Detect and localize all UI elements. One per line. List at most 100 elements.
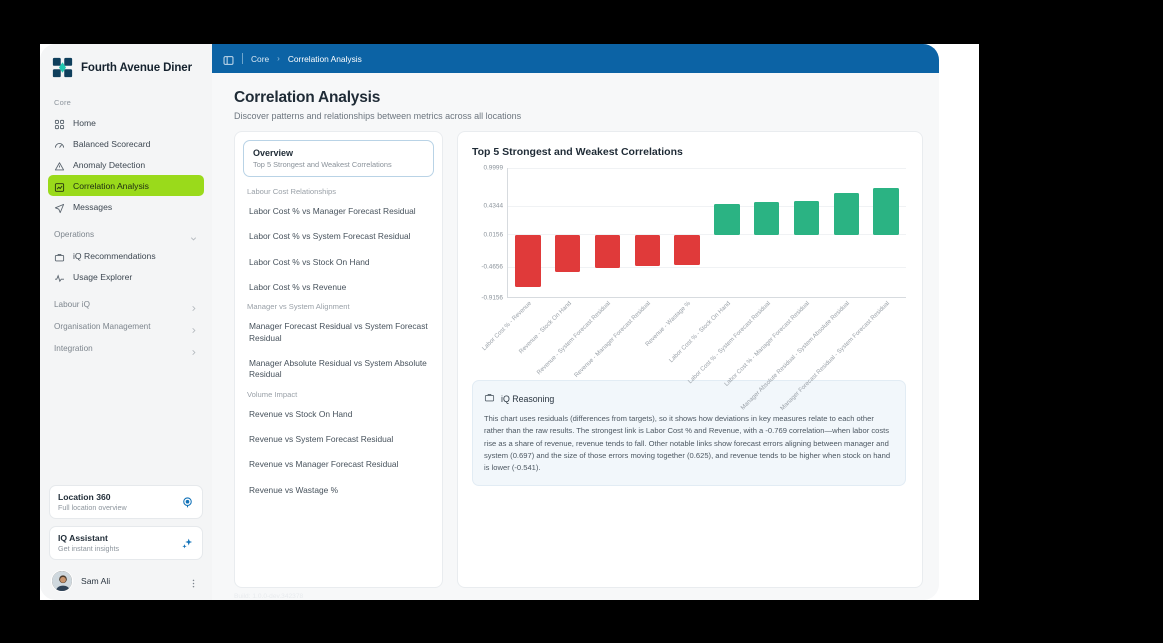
- x-label-slot: Revenue - System Forecast Residual: [536, 298, 628, 376]
- sidebar-section-organisation-management[interactable]: Organisation Management: [48, 315, 204, 337]
- warning-triangle-icon: [54, 159, 65, 171]
- chart-bar[interactable]: [634, 235, 661, 266]
- sidebar-item-label: Home: [73, 117, 96, 128]
- brand[interactable]: Fourth Avenue Diner: [40, 44, 212, 89]
- location-360-card[interactable]: Location 360 Full location overview: [49, 485, 203, 519]
- sidebar-section-integration[interactable]: Integration: [48, 337, 204, 359]
- sidebar-item-label: Correlation Analysis: [73, 180, 149, 191]
- chevron-right-icon: [189, 344, 198, 355]
- overview-title: Overview: [253, 148, 294, 158]
- nav-group-operations[interactable]: Operations: [48, 223, 204, 245]
- plot-area: 0.9999 0.4344 0.0156 -0.4656 -0.9156: [472, 165, 906, 302]
- chart-title: Top 5 Strongest and Weakest Correlations: [472, 146, 683, 158]
- bar-slot: [747, 168, 787, 297]
- briefcase-icon: [54, 250, 65, 262]
- sidebar-item-iq-recommendations[interactable]: iQ Recommendations: [48, 245, 204, 266]
- list-item[interactable]: Manager Absolute Residual vs System Abso…: [249, 358, 427, 380]
- chart-bar[interactable]: [714, 203, 740, 236]
- sidebar-item-anomaly-detection[interactable]: Anomaly Detection: [48, 154, 204, 175]
- chart-bar[interactable]: [594, 235, 621, 268]
- list-item[interactable]: Labor Cost % vs System Forecast Residual: [249, 231, 411, 242]
- list-group-label: Volume Impact: [247, 389, 298, 399]
- topbar-divider: [242, 53, 243, 64]
- sidebar-section-label: Integration: [54, 343, 93, 353]
- iq-reasoning-title: iQ Reasoning: [501, 394, 555, 404]
- x-label-slot: Manager Forecast Residual - System Forec…: [779, 298, 906, 412]
- breadcrumb-separator: ›: [277, 54, 280, 63]
- list-item[interactable]: Labor Cost % vs Stock On Hand: [249, 256, 370, 267]
- sidebar-section-labour-iq[interactable]: Labour iQ: [48, 293, 204, 315]
- gridline: [508, 168, 906, 169]
- list-item[interactable]: Revenue vs Manager Forecast Residual: [249, 459, 399, 470]
- gridline: [508, 266, 906, 268]
- overview-subtitle: Top 5 Strongest and Weakest Correlations: [253, 160, 392, 169]
- chart-bar[interactable]: [753, 202, 780, 236]
- bar-slot: [667, 168, 707, 297]
- chart-panel: Top 5 Strongest and Weakest Correlations…: [457, 131, 923, 588]
- chart-bar[interactable]: [873, 188, 899, 236]
- sidebar-item-label: Usage Explorer: [73, 271, 133, 282]
- grid-squares-logo: [52, 57, 73, 78]
- chevron-right-icon: [189, 300, 198, 311]
- sidebar-toggle-icon[interactable]: [223, 53, 234, 65]
- build-version: Build: 1.0.0-dev.342378: [234, 593, 304, 600]
- y-axis-tick: -0.9156: [481, 294, 503, 302]
- list-item[interactable]: Revenue vs System Forecast Residual: [249, 434, 394, 445]
- chart-bar[interactable]: [833, 193, 859, 236]
- sidebar-item-correlation-analysis[interactable]: Correlation Analysis: [48, 175, 204, 196]
- sidebar-item-label: Messages: [73, 201, 113, 212]
- kebab-menu-icon[interactable]: [188, 576, 199, 587]
- sparkles-icon: [181, 537, 194, 550]
- dashboard-grid-icon: [54, 117, 65, 130]
- topbar: Core › Correlation Analysis: [212, 44, 939, 73]
- chart-bar[interactable]: [554, 235, 581, 272]
- bar-slot: [826, 168, 866, 297]
- bar-slot: [588, 168, 628, 297]
- y-axis: 0.9999 0.4344 0.0156 -0.4656 -0.9156: [472, 165, 508, 302]
- letterbox-bottom: [0, 600, 979, 643]
- y-axis-tick: 0.4344: [483, 202, 503, 210]
- plot-canvas: [508, 168, 906, 298]
- bar-slot: [787, 168, 827, 297]
- list-group-label: Manager vs System Alignment: [247, 302, 350, 312]
- breadcrumb-root[interactable]: Core: [251, 53, 270, 64]
- list-group-label: Labour Cost Relationships: [247, 187, 337, 196]
- chart-bar[interactable]: [793, 200, 820, 236]
- list-item[interactable]: Revenue vs Wastage %: [249, 484, 339, 495]
- iq-assistant-card[interactable]: IQ Assistant Get instant insights: [49, 526, 203, 560]
- list-item[interactable]: Labor Cost % vs Revenue: [249, 282, 347, 293]
- x-label-slot: Revenue - Manager Forecast Residual: [573, 298, 667, 379]
- sidebar-item-label: Balanced Scorecard: [73, 138, 151, 149]
- letterbox-top: [0, 0, 979, 44]
- overview-card[interactable]: Overview Top 5 Strongest and Weakest Cor…: [243, 140, 434, 177]
- chart-bar[interactable]: [515, 235, 541, 288]
- sidebar-item-usage-explorer[interactable]: Usage Explorer: [48, 266, 204, 287]
- user-row[interactable]: Sam Ali: [49, 567, 203, 592]
- card-title: IQ Assistant: [58, 533, 108, 543]
- sidebar-item-messages[interactable]: Messages: [48, 196, 204, 217]
- bar-slot: [508, 168, 548, 297]
- sidebar-section-label: Labour iQ: [54, 299, 90, 309]
- list-item[interactable]: Labor Cost % vs Manager Forecast Residua…: [249, 206, 416, 216]
- page-header: Correlation Analysis Discover patterns a…: [212, 73, 939, 131]
- pulse-icon: [54, 271, 65, 283]
- bar-slot: [627, 168, 667, 297]
- paper-plane-icon: [54, 201, 65, 214]
- bar-slot: [866, 168, 906, 297]
- briefcase-icon: [484, 390, 495, 408]
- list-item[interactable]: Revenue vs Stock On Hand: [249, 408, 353, 419]
- card-title: Location 360: [58, 492, 111, 502]
- page-subtitle: Discover patterns and relationships betw…: [234, 111, 522, 121]
- avatar: [51, 570, 73, 592]
- brand-name: Fourth Avenue Diner: [81, 61, 192, 74]
- sidebar-item-home[interactable]: Home: [48, 112, 204, 133]
- line-chart-icon: [54, 180, 65, 192]
- nav-group-label-core: Core: [54, 98, 72, 107]
- chart-bar[interactable]: [674, 235, 700, 266]
- content-area: Overview Top 5 Strongest and Weakest Cor…: [212, 131, 939, 588]
- list-item[interactable]: Manager Forecast Residual vs System Fore…: [249, 321, 428, 343]
- app-window: Fourth Avenue Diner Core Home: [40, 44, 939, 600]
- bar-series: [508, 168, 906, 297]
- sidebar-item-balanced-scorecard[interactable]: Balanced Scorecard: [48, 133, 204, 154]
- card-subtitle: Full location overview: [58, 503, 127, 512]
